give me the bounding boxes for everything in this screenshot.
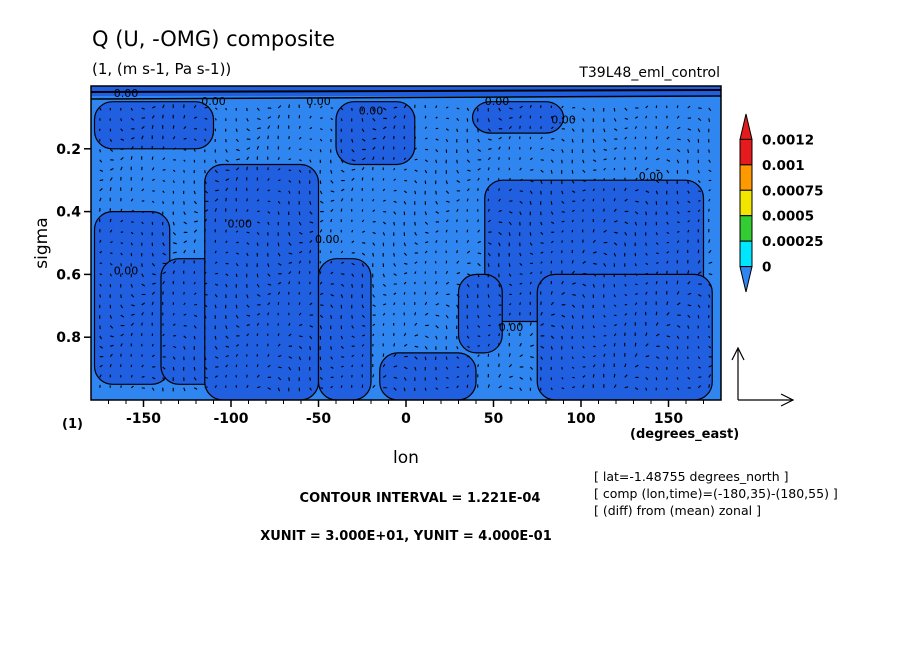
contour-label: 0.00 (485, 95, 510, 108)
below-zero-region (95, 102, 214, 149)
colorbar-top-arrow (740, 114, 752, 139)
y-tick-label: 0.8 (56, 330, 81, 346)
colorbar-label: 0.001 (762, 158, 805, 174)
chart-title: Q (U, -OMG) composite (92, 27, 335, 51)
x-axis-label: lon (393, 448, 419, 468)
x-tick-label: -100 (213, 411, 248, 427)
colorbar: 0.0012 0.001 0.00075 0.0005 0.00025 0 (740, 114, 824, 292)
x-tick-label: 100 (566, 411, 595, 427)
x-tick-label: 0 (401, 411, 411, 427)
contour-label: 0.00 (228, 217, 253, 230)
colorbar-label: 0.00025 (762, 234, 824, 250)
colorbar-label: 0.00075 (762, 183, 824, 199)
plot-area: 0.00 0.00 0.00 0.00 0.00 0.00 0.00 0.00 0.00 0.00… (91, 86, 721, 400)
y-axis-label: sigma (32, 217, 52, 268)
contour-label: 0.00 (359, 104, 384, 117)
colorbar-swatch (740, 190, 752, 215)
vector-units-text: XUNIT = 3.000E+01, YUNIT = 4.000E-01 (260, 529, 552, 544)
colorbar-swatch (740, 165, 752, 190)
below-zero-region (459, 274, 503, 353)
colorbar-bottom-arrow (740, 267, 752, 292)
contour-label: 0.00 (551, 114, 576, 127)
contour-label: 0.00 (114, 264, 139, 277)
colorbar-swatch (740, 216, 752, 241)
contour-interval-text: CONTOUR INTERVAL = 1.221E-04 (300, 491, 541, 506)
y-unit-label: (1) (62, 417, 83, 432)
below-zero-region (319, 259, 372, 400)
contour-label: 0.00 (499, 321, 524, 334)
below-zero-region (205, 165, 319, 401)
chart-subtitle: (1, (m s-1, Pa s-1)) (92, 60, 231, 78)
contour-label: 0.00 (306, 95, 331, 108)
x-unit-label: (degrees_east) (630, 427, 739, 442)
meta-line-lat: [ lat=-1.48755 degrees_north ] (594, 469, 788, 484)
x-tick-label: -50 (306, 411, 332, 427)
below-zero-region (95, 212, 170, 385)
meta-line-diff: [ (diff) from (mean) zonal ] (594, 503, 761, 518)
y-tick-label: 0.4 (56, 205, 81, 221)
x-tick-label: -150 (126, 411, 161, 427)
below-zero-region (380, 353, 476, 400)
x-tick-label: 150 (654, 411, 683, 427)
vector-key-arrows (732, 348, 793, 406)
x-tick-label: 50 (484, 411, 504, 427)
contour-label: 0.00 (114, 87, 139, 100)
contour-label: 0.00 (201, 95, 226, 108)
contour-label: 0.00 (315, 233, 340, 246)
colorbar-label: 0.0005 (762, 209, 814, 225)
run-label: T39L48_eml_control (578, 65, 720, 81)
y-tick-label: 0.6 (56, 267, 81, 283)
colorbar-swatch (740, 139, 752, 164)
y-axis: 0.2 0.4 0.6 0.8 (56, 142, 91, 346)
y-tick-label: 0.2 (56, 142, 81, 158)
meta-line-comp: [ comp (lon,time)=(-180,35)-(180,55) ] (594, 486, 838, 501)
colorbar-label: 0.0012 (762, 132, 814, 148)
colorbar-swatch (740, 241, 752, 266)
x-axis: -150 -100 -50 0 50 100 150 (109, 400, 704, 427)
contour-label: 0.00 (639, 170, 664, 183)
colorbar-label: 0 (762, 260, 771, 276)
